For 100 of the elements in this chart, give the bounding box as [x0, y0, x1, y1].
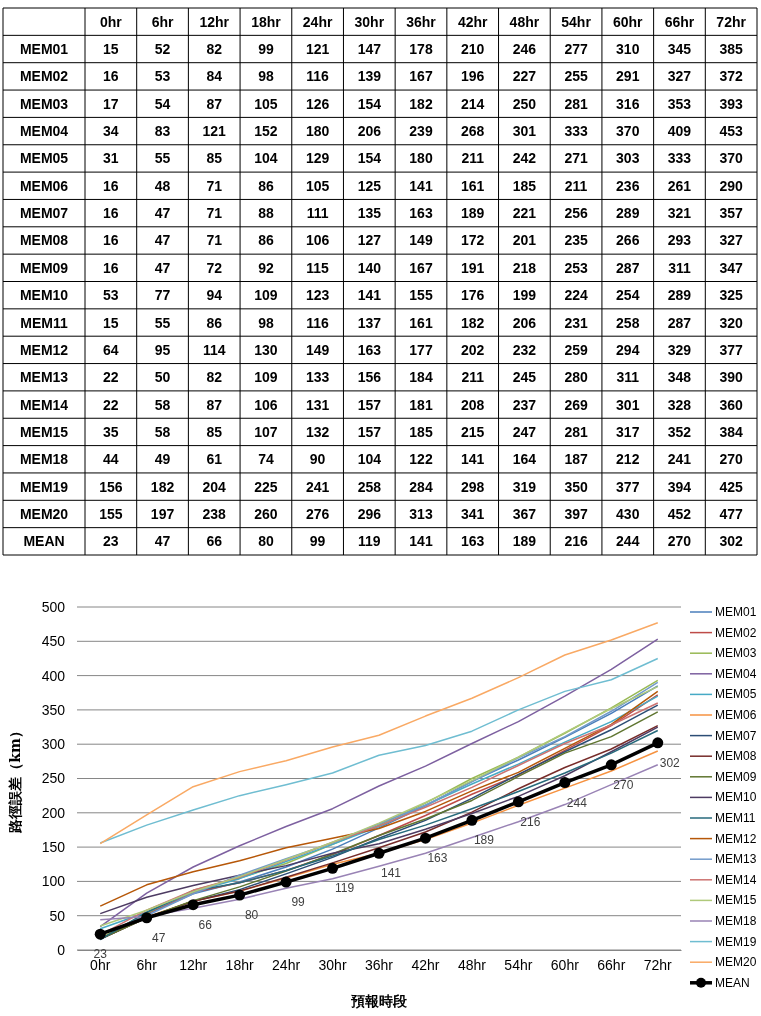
- data-label: 316: [616, 95, 640, 112]
- data-label: 255: [564, 68, 588, 85]
- y-tick-label: MEM04: [19, 123, 69, 140]
- legend-label: MEM02: [715, 625, 757, 640]
- data-label: 254: [616, 287, 640, 304]
- data-label: 167: [409, 68, 433, 85]
- data-label: 161: [409, 314, 433, 331]
- data-label: 83: [154, 123, 171, 140]
- data-label: 224: [564, 287, 588, 304]
- data-label: 88: [258, 205, 274, 222]
- data-label: 155: [99, 505, 123, 522]
- y-tick-label: 400: [41, 667, 66, 684]
- x-tick-label: 12hr: [199, 13, 230, 30]
- x-tick-label: 48hr: [509, 13, 540, 30]
- data-label: 185: [409, 423, 433, 440]
- data-label: 211: [461, 150, 485, 167]
- data-label: 390: [719, 369, 744, 386]
- y-tick-label: MEM11: [20, 314, 68, 331]
- data-label: 261: [667, 177, 692, 194]
- data-label: 85: [206, 150, 223, 167]
- data-label: 185: [512, 177, 537, 194]
- y-tick-label: MEM19: [19, 478, 69, 495]
- data-label: 301: [616, 396, 640, 413]
- data-label: 178: [409, 41, 433, 58]
- x-tick-label: 36hr: [406, 13, 437, 30]
- x-tick-label: 12hr: [179, 956, 208, 973]
- data-label: 360: [719, 396, 744, 413]
- data-label: 130: [254, 341, 278, 358]
- data-label: 310: [616, 41, 640, 58]
- data-label: 311: [616, 369, 640, 386]
- y-tick-label: 200: [41, 804, 66, 821]
- data-label: 333: [564, 123, 588, 140]
- data-label: 50: [154, 369, 171, 386]
- legend-label: MEM04: [715, 666, 757, 681]
- data-label: 241: [667, 451, 692, 468]
- y-tick-label: MEM15: [19, 423, 69, 440]
- data-label: 121: [202, 123, 227, 140]
- data-label: 258: [357, 478, 382, 495]
- data-label: 216: [564, 533, 588, 550]
- data-label: 341: [461, 505, 485, 522]
- x-tick-label: 54hr: [504, 956, 533, 973]
- x-tick-label: 18hr: [225, 956, 254, 973]
- data-label: 85: [206, 423, 223, 440]
- data-label: 189: [461, 205, 485, 222]
- data-label: 182: [409, 95, 433, 112]
- data-label: 22: [103, 369, 119, 386]
- x-tick-label: 60hr: [612, 13, 644, 30]
- data-label: 333: [667, 150, 692, 167]
- data-label: 256: [564, 205, 588, 222]
- data-label: 394: [667, 478, 692, 495]
- data-label: 294: [616, 341, 640, 358]
- data-label: 317: [616, 423, 640, 440]
- y-axis-title: 路徑誤差（km）: [7, 724, 23, 834]
- y-tick-label: MEM13: [19, 369, 69, 386]
- data-label: 350: [564, 478, 588, 495]
- data-label: 325: [719, 287, 744, 304]
- data-label: 377: [719, 341, 744, 358]
- data-label: 82: [206, 41, 223, 58]
- data-label: 34: [103, 123, 119, 140]
- data-label: 211: [564, 177, 588, 194]
- data-label: 453: [719, 123, 744, 140]
- data-label: 270: [667, 533, 692, 550]
- x-tick-label: 30hr: [318, 956, 347, 973]
- legend-label: MEM20: [715, 955, 757, 970]
- x-tick-label: 18hr: [251, 13, 282, 30]
- data-label: 232: [512, 341, 537, 358]
- data-label: 293: [667, 232, 692, 249]
- data-label: 187: [564, 451, 588, 468]
- data-label: 225: [254, 478, 278, 495]
- data-label: 54: [154, 95, 171, 112]
- data-label: 287: [616, 259, 640, 276]
- data-label: 66: [198, 917, 213, 932]
- x-tick-label: 72hr: [716, 13, 747, 30]
- data-label: 82: [206, 369, 223, 386]
- data-label: 141: [461, 451, 485, 468]
- data-label: 231: [564, 314, 588, 331]
- x-tick-label: 30hr: [354, 13, 385, 30]
- data-label: 201: [512, 232, 537, 249]
- y-tick-label: MEM05: [19, 150, 69, 167]
- data-label: 104: [357, 451, 382, 468]
- data-label: 206: [357, 123, 382, 140]
- data-label: 98: [258, 68, 274, 85]
- y-tick-label: 100: [41, 873, 66, 890]
- data-label: 164: [512, 451, 537, 468]
- data-label: 266: [616, 232, 640, 249]
- data-label: 238: [202, 505, 227, 522]
- data-label: 47: [154, 232, 171, 249]
- data-label: 357: [719, 205, 744, 222]
- data-label: 277: [564, 41, 588, 58]
- data-label: 296: [357, 505, 382, 522]
- data-label: 71: [206, 232, 223, 249]
- data-label: 72: [206, 259, 223, 276]
- y-tick-label: 500: [41, 598, 66, 615]
- data-label: 289: [667, 287, 692, 304]
- data-label: 106: [254, 396, 278, 413]
- data-label: 319: [512, 478, 537, 495]
- point: [605, 759, 617, 771]
- data-label: 141: [409, 533, 433, 550]
- data-label: 58: [154, 396, 171, 413]
- y-tick-label: 50: [49, 907, 66, 924]
